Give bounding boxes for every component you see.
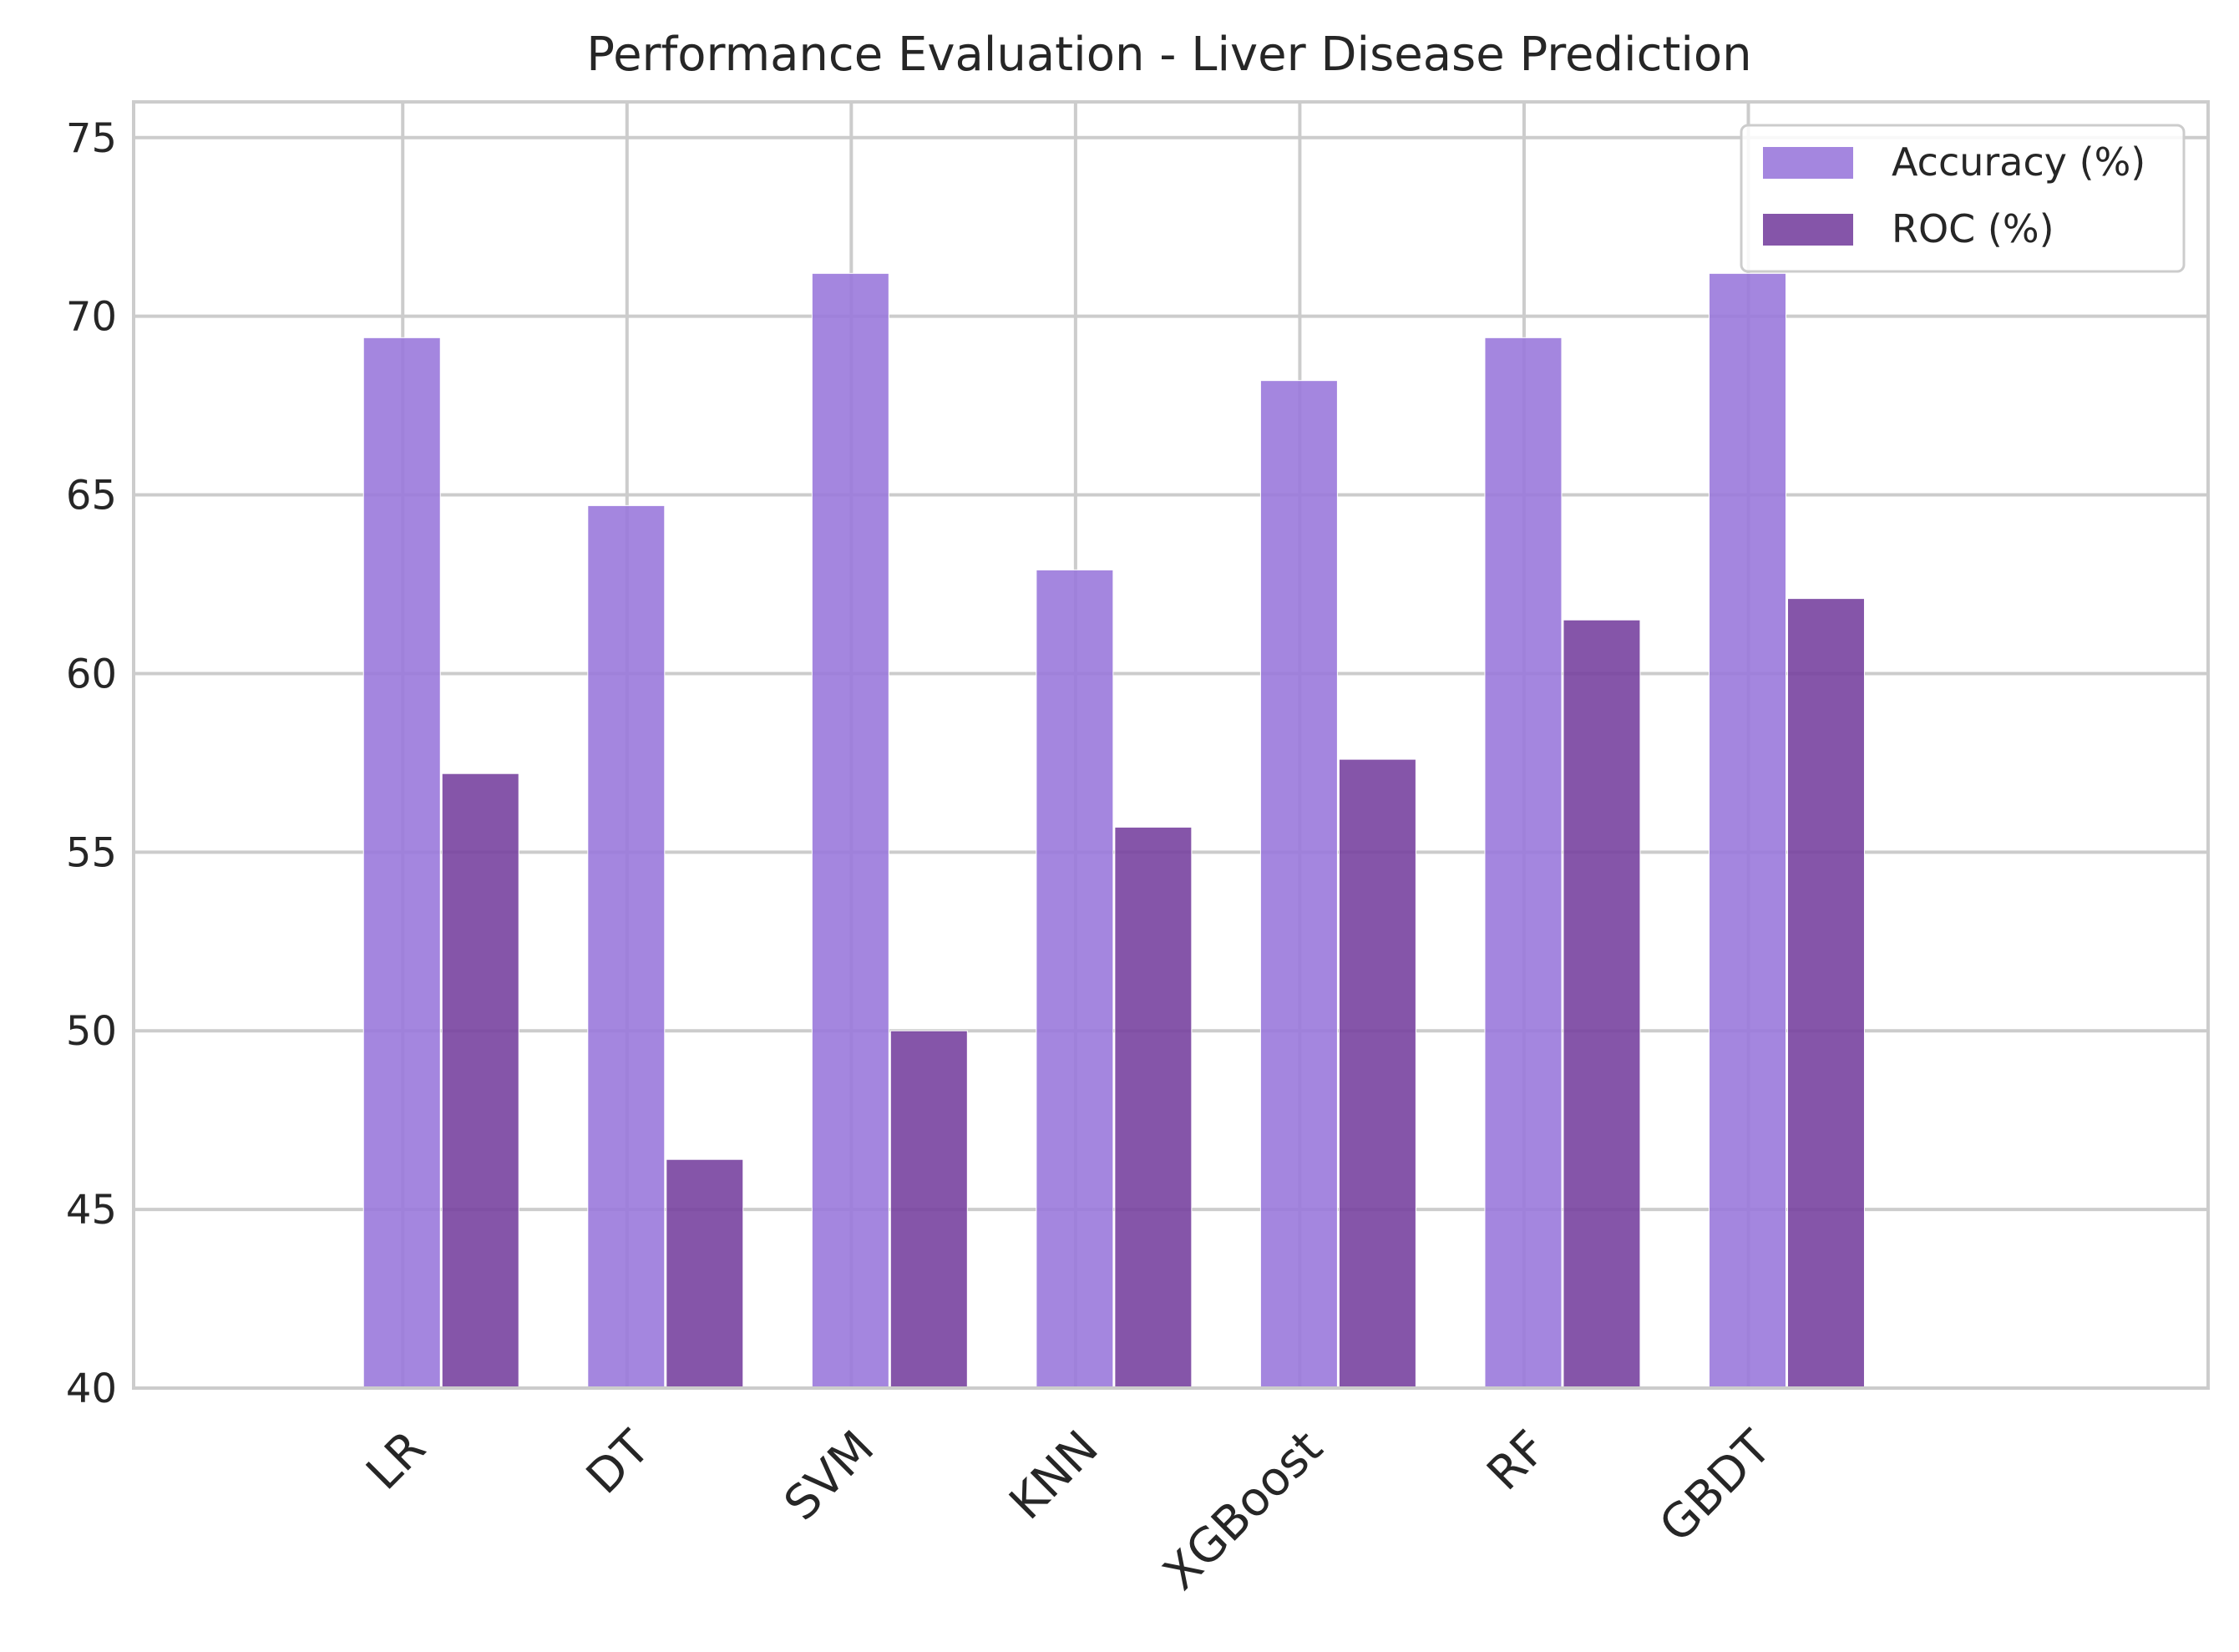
x-tick-label: RF: [1477, 1421, 1558, 1501]
legend-label: Accuracy (%): [1892, 139, 2145, 185]
bar-accuracy-gbdt: [1708, 272, 1786, 1389]
x-axis-ticks: LR DT SVM KNN XGBoost RF GBDT: [357, 1420, 1782, 1600]
bar-roc-gbdt: [1786, 598, 1865, 1389]
bar-accuracy-svm: [811, 272, 889, 1389]
y-tick-label: 55: [66, 829, 117, 876]
x-tick-label: GBDT: [1649, 1420, 1782, 1553]
x-tick-label: LR: [357, 1421, 437, 1501]
bar-accuracy-lr: [362, 337, 441, 1389]
bar-accuracy-rf: [1484, 337, 1563, 1389]
y-tick-label: 40: [66, 1366, 117, 1412]
bar-roc-dt: [666, 1158, 744, 1389]
bar-accuracy-dt: [587, 504, 666, 1389]
y-tick-label: 70: [66, 294, 117, 341]
y-tick-label: 50: [66, 1008, 117, 1055]
plot-frame: [132, 100, 2210, 1390]
bar-roc-svm: [889, 1030, 968, 1389]
chart-title: Performance Evaluation - Liver Disease P…: [586, 28, 1751, 82]
bars: [362, 272, 1865, 1389]
bar-roc-lr: [441, 773, 519, 1389]
y-tick-label: 65: [66, 473, 117, 519]
bar-roc-knn: [1114, 826, 1193, 1389]
bar-roc-xgboost: [1338, 758, 1416, 1389]
y-tick-label: 45: [66, 1187, 117, 1234]
legend-label: ROC (%): [1892, 206, 2054, 251]
bar-roc-rf: [1563, 619, 1641, 1389]
y-tick-label: 75: [66, 115, 117, 162]
legend-swatch: [1763, 214, 1853, 246]
legend-swatch: [1763, 147, 1853, 179]
x-tick-label: SVM: [774, 1421, 884, 1531]
y-axis-ticks: 40 45 50 55 60 65 70 75: [66, 115, 117, 1412]
x-tick-label: KNN: [1000, 1421, 1109, 1530]
legend: Accuracy (%) ROC (%): [1740, 124, 2186, 273]
x-tick-label: XGBoost: [1153, 1421, 1334, 1601]
bar-accuracy-knn: [1036, 569, 1114, 1389]
bar-accuracy-xgboost: [1259, 380, 1338, 1389]
x-tick-label: DT: [576, 1420, 661, 1504]
y-tick-label: 60: [66, 651, 117, 697]
